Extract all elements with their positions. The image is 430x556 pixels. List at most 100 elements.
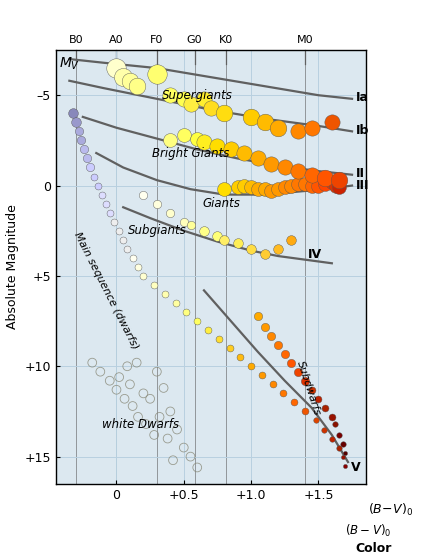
Point — [180, 443, 187, 452]
Point — [342, 461, 349, 470]
Point — [320, 425, 327, 434]
Text: Subdwarfs: Subdwarfs — [295, 359, 322, 416]
Point — [255, 185, 261, 193]
Point — [129, 401, 136, 410]
Point — [227, 145, 234, 154]
Point — [332, 181, 339, 190]
Text: Bright Giants: Bright Giants — [152, 147, 229, 160]
Point — [329, 177, 335, 186]
Point — [339, 439, 346, 448]
Point — [261, 185, 268, 193]
Text: Giants: Giants — [203, 197, 240, 210]
Point — [261, 322, 268, 331]
Point — [255, 311, 261, 320]
Point — [234, 183, 241, 192]
Point — [241, 181, 248, 190]
Point — [167, 208, 174, 217]
Point — [215, 335, 222, 344]
Point — [322, 403, 329, 412]
Point — [135, 413, 141, 421]
Point — [275, 123, 282, 132]
Point — [281, 349, 288, 358]
Point — [156, 413, 163, 421]
Point — [221, 185, 227, 193]
Point — [143, 420, 150, 429]
Point — [275, 244, 282, 253]
Point — [200, 138, 207, 147]
Point — [261, 250, 268, 259]
Text: Subgiants: Subgiants — [127, 224, 186, 237]
Point — [89, 358, 96, 367]
Text: $M_V$: $M_V$ — [58, 56, 80, 72]
Point — [342, 449, 349, 458]
Point — [241, 148, 248, 157]
Point — [200, 226, 207, 235]
Point — [180, 131, 187, 140]
Point — [301, 376, 308, 385]
Point — [120, 73, 127, 82]
Point — [133, 358, 140, 367]
Point — [167, 91, 174, 100]
Point — [281, 183, 288, 192]
Point — [268, 331, 275, 340]
Point — [308, 170, 315, 179]
Point — [268, 160, 275, 168]
Point — [288, 235, 295, 244]
Point — [226, 344, 233, 353]
Point — [160, 384, 167, 393]
Point — [214, 232, 221, 241]
Point — [162, 290, 169, 299]
Point — [322, 179, 329, 188]
Point — [126, 76, 133, 85]
Point — [78, 136, 85, 145]
Point — [258, 371, 265, 380]
Point — [335, 430, 342, 439]
Point — [221, 235, 227, 244]
Text: A0: A0 — [109, 34, 124, 44]
Point — [140, 271, 147, 280]
Point — [248, 244, 255, 253]
Point — [147, 394, 154, 403]
Point — [124, 244, 131, 253]
Point — [269, 380, 276, 389]
Point — [275, 340, 282, 349]
Text: III: III — [356, 179, 369, 192]
Point — [151, 280, 158, 289]
Point — [248, 362, 255, 371]
Point — [308, 181, 315, 190]
Point — [295, 179, 301, 188]
Point — [167, 136, 174, 145]
Point — [124, 362, 131, 371]
Point — [194, 463, 201, 472]
Point — [331, 420, 338, 429]
Point — [275, 185, 282, 193]
Y-axis label: Absolute Magnitude: Absolute Magnitude — [6, 205, 19, 329]
Point — [120, 235, 127, 244]
Point — [154, 367, 160, 376]
Point — [322, 174, 329, 183]
Point — [281, 163, 288, 172]
Point — [301, 179, 308, 188]
Point — [255, 154, 261, 163]
Point — [97, 367, 104, 376]
Point — [180, 217, 187, 226]
Point — [237, 353, 244, 361]
Point — [174, 425, 181, 434]
Text: white Dwarfs: white Dwarfs — [102, 418, 179, 430]
Text: Supergiants: Supergiants — [162, 89, 233, 102]
Point — [205, 326, 212, 335]
Point — [111, 217, 117, 226]
Point — [83, 154, 90, 163]
Point — [280, 389, 287, 398]
Point — [214, 141, 221, 150]
Text: Main sequence (dwarfs): Main sequence (dwarfs) — [72, 230, 140, 351]
Point — [335, 176, 342, 185]
Point — [187, 100, 194, 108]
Point — [102, 199, 109, 208]
Point — [194, 134, 201, 143]
Point — [187, 221, 194, 230]
Point — [315, 394, 322, 403]
Point — [295, 167, 301, 176]
Point — [248, 183, 255, 192]
Point — [73, 118, 80, 127]
